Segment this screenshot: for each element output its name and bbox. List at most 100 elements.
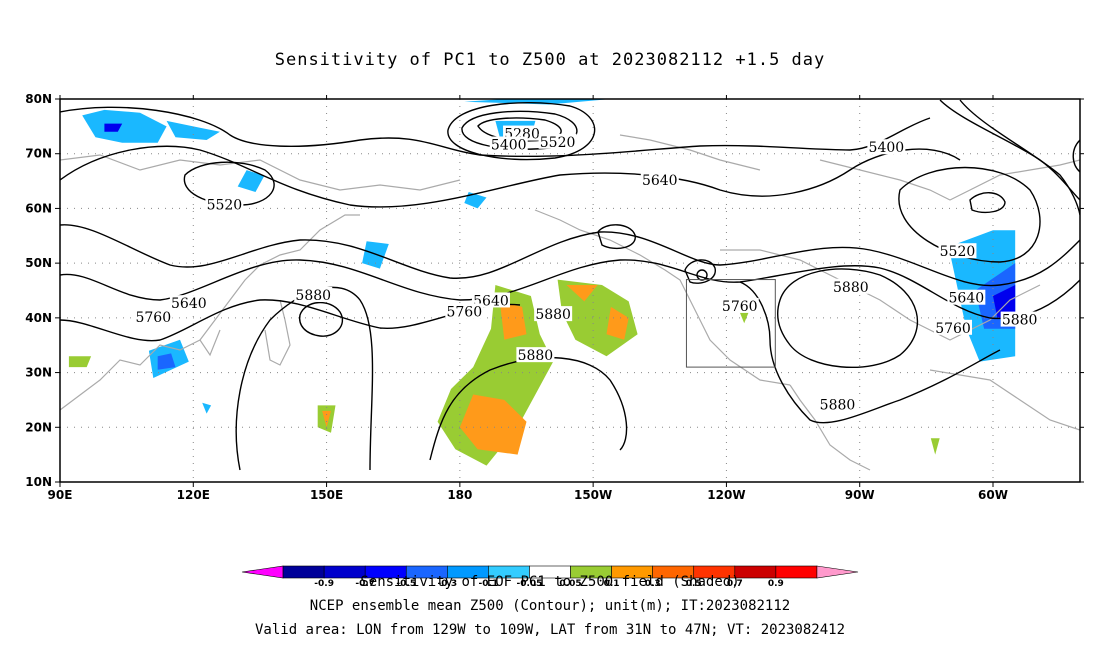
contour-label: 5880	[820, 397, 856, 413]
x-tick-label: 120E	[177, 488, 210, 502]
contour-label: 5760	[722, 299, 758, 315]
contour-5520-siberia	[183, 161, 275, 206]
contour-arctic-west2	[959, 99, 1080, 216]
contour-label-bg	[640, 172, 679, 188]
contour-5520-canada	[898, 166, 1041, 263]
colorbar-label: -0.3	[437, 579, 457, 589]
colorbar: -0.9 -0.7 -0.5 -0.3 -0.1 -0.05 0.05 0.1 0.3 0.5 0.…	[241, 565, 859, 589]
caption-line-2: NCEP ensemble mean Z500 (Contour); unit(…	[309, 598, 791, 614]
contour-label: 5640	[949, 291, 985, 307]
colorbar-label: -0.1	[479, 579, 499, 589]
contour-label: 5880	[535, 307, 571, 323]
caption-line-1: Sensitivity of EOF PC1 to Z500 field (Sh…	[360, 574, 740, 590]
graticule	[60, 99, 1080, 482]
shade-region-16	[459, 394, 527, 455]
shade-region-7	[464, 192, 487, 209]
colorbar-label: -0.05	[516, 579, 542, 589]
contour-label-bg	[867, 139, 906, 155]
y-tick-label: 30N	[25, 366, 52, 380]
shade-region-10	[157, 353, 176, 370]
shade-region-24	[930, 438, 940, 455]
caption-line-3: Valid area: LON from 129W to 109W, LAT f…	[254, 622, 845, 638]
shade-region-19	[566, 285, 598, 302]
page-title: Sensitivity of PC1 to Z500 at 2023082112…	[274, 50, 826, 70]
shade-region-4	[237, 170, 265, 192]
contour-label-bg	[538, 133, 577, 149]
contour-label-bg	[534, 306, 573, 322]
sensitivity-shading	[68, 99, 1016, 466]
axis-ticks: 90E 120E 150E 180 150W 120W 90W 60W 10N 20N 30N 40N…	[25, 92, 1084, 502]
contour-label-bg	[818, 396, 857, 412]
contour-5880-high	[777, 268, 919, 369]
contour-label: 5640	[642, 173, 678, 189]
x-tick-label: 180	[447, 488, 472, 502]
x-tick-label: 90W	[845, 488, 875, 502]
contour-label-bg	[831, 278, 870, 294]
shade-region-22	[322, 410, 331, 428]
shade-region-2	[104, 123, 123, 132]
contour-5760-south	[60, 299, 521, 342]
contour-label: 5520	[940, 244, 976, 260]
contour-5340	[461, 110, 578, 150]
colorbar-label: 0.1	[604, 579, 620, 589]
contour-label-bg	[489, 136, 528, 152]
contour-arctic-west	[939, 99, 1080, 201]
contour-label-bg	[516, 347, 555, 363]
x-tick-label: 120W	[707, 488, 745, 502]
contour-east-edge	[1072, 139, 1080, 173]
contour-5880-cutoff	[684, 259, 716, 284]
contour-5640-north	[60, 145, 961, 208]
plot-frame	[59, 98, 1081, 483]
contour-small-circle	[696, 269, 708, 281]
shade-region-5	[464, 99, 611, 105]
contour-label-bg	[938, 243, 977, 259]
colorbar-label: 0.5	[686, 579, 702, 589]
x-tick-label: 60W	[978, 488, 1008, 502]
x-tick-label: 150W	[574, 488, 612, 502]
contour-label-bg	[134, 308, 173, 324]
contour-label: 5520	[207, 198, 243, 214]
contour-label-bg	[294, 286, 333, 302]
y-tick-label: 60N	[25, 201, 52, 215]
colorbar-label: 0.05	[559, 579, 581, 589]
colorbar-label: 0.3	[645, 579, 661, 589]
contour-5940-small	[298, 301, 344, 337]
contour-label: 5520	[540, 135, 576, 151]
shade-region-17	[499, 301, 527, 340]
y-tick-label: 50N	[25, 256, 52, 270]
y-tick-label: 70N	[25, 147, 52, 161]
shade-region-23	[739, 312, 749, 324]
shade-region-8	[362, 241, 389, 269]
contour-label-bg	[947, 289, 986, 305]
contour-5820-small	[597, 224, 636, 250]
contour-label-bg	[1000, 311, 1039, 327]
y-tick-label: 80N	[25, 92, 52, 106]
contour-5880-south	[235, 286, 374, 471]
x-tick-label: 150E	[310, 488, 343, 502]
contour-label-bg	[720, 297, 759, 313]
x-tick-label: 90E	[48, 488, 73, 502]
contour-label: 5760	[135, 310, 171, 326]
contour-5580-low	[969, 192, 1006, 214]
contour-label: 5760	[446, 304, 482, 320]
colorbar-label: -0.7	[355, 579, 375, 589]
colorbar-label: -0.5	[396, 579, 416, 589]
contour-label-bg	[169, 295, 208, 311]
contour-label: 5880	[833, 280, 869, 296]
contour-label-bg	[445, 303, 484, 319]
valid-area-box	[685, 279, 776, 368]
contour-label-bg	[934, 319, 973, 335]
contour-label: 5400	[491, 138, 527, 154]
contour-label: 5760	[935, 321, 971, 337]
y-tick-label: 40N	[25, 311, 52, 325]
contour-label: 5880	[295, 288, 331, 304]
contour-5520-arctic	[60, 106, 931, 158]
colorbar-label: 0.7	[727, 579, 743, 589]
colorbar-label: -0.9	[314, 579, 334, 589]
contour-label-bg	[205, 196, 244, 212]
colorbar-label: 0.9	[768, 579, 784, 589]
shade-region-11	[202, 402, 212, 414]
contour-label: 5880	[1002, 313, 1038, 329]
